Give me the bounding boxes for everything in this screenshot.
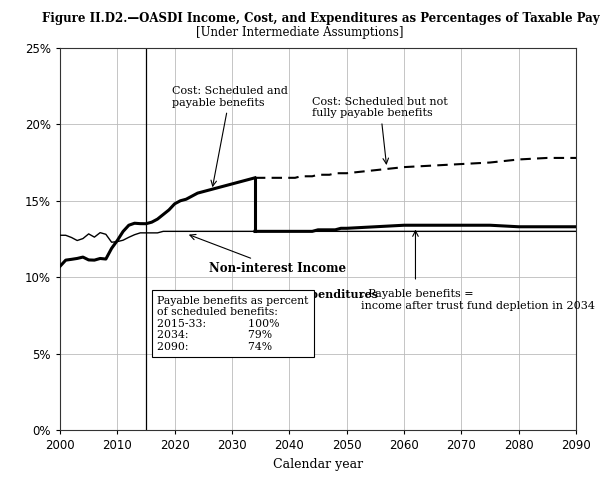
Text: Expenditures: Expenditures	[295, 290, 378, 301]
Text: Payable benefits as percent
of scheduled benefits:
2015-33:            100%
2034: Payable benefits as percent of scheduled…	[157, 295, 309, 352]
Text: [Under Intermediate Assumptions]: [Under Intermediate Assumptions]	[196, 26, 404, 39]
Text: Cost: Scheduled and
payable benefits: Cost: Scheduled and payable benefits	[172, 86, 287, 186]
Text: Non-interest Income: Non-interest Income	[190, 234, 346, 275]
Text: Cost: Scheduled but not
fully payable benefits: Cost: Scheduled but not fully payable be…	[312, 97, 448, 164]
Text: : Payable benefits =
income after trust fund depletion in 2034: : Payable benefits = income after trust …	[361, 290, 595, 311]
X-axis label: Calendar year: Calendar year	[273, 458, 363, 471]
Text: Figure II.D2.—OASDI Income, Cost, and Expenditures as Percentages of Taxable Pay: Figure II.D2.—OASDI Income, Cost, and Ex…	[42, 12, 600, 25]
